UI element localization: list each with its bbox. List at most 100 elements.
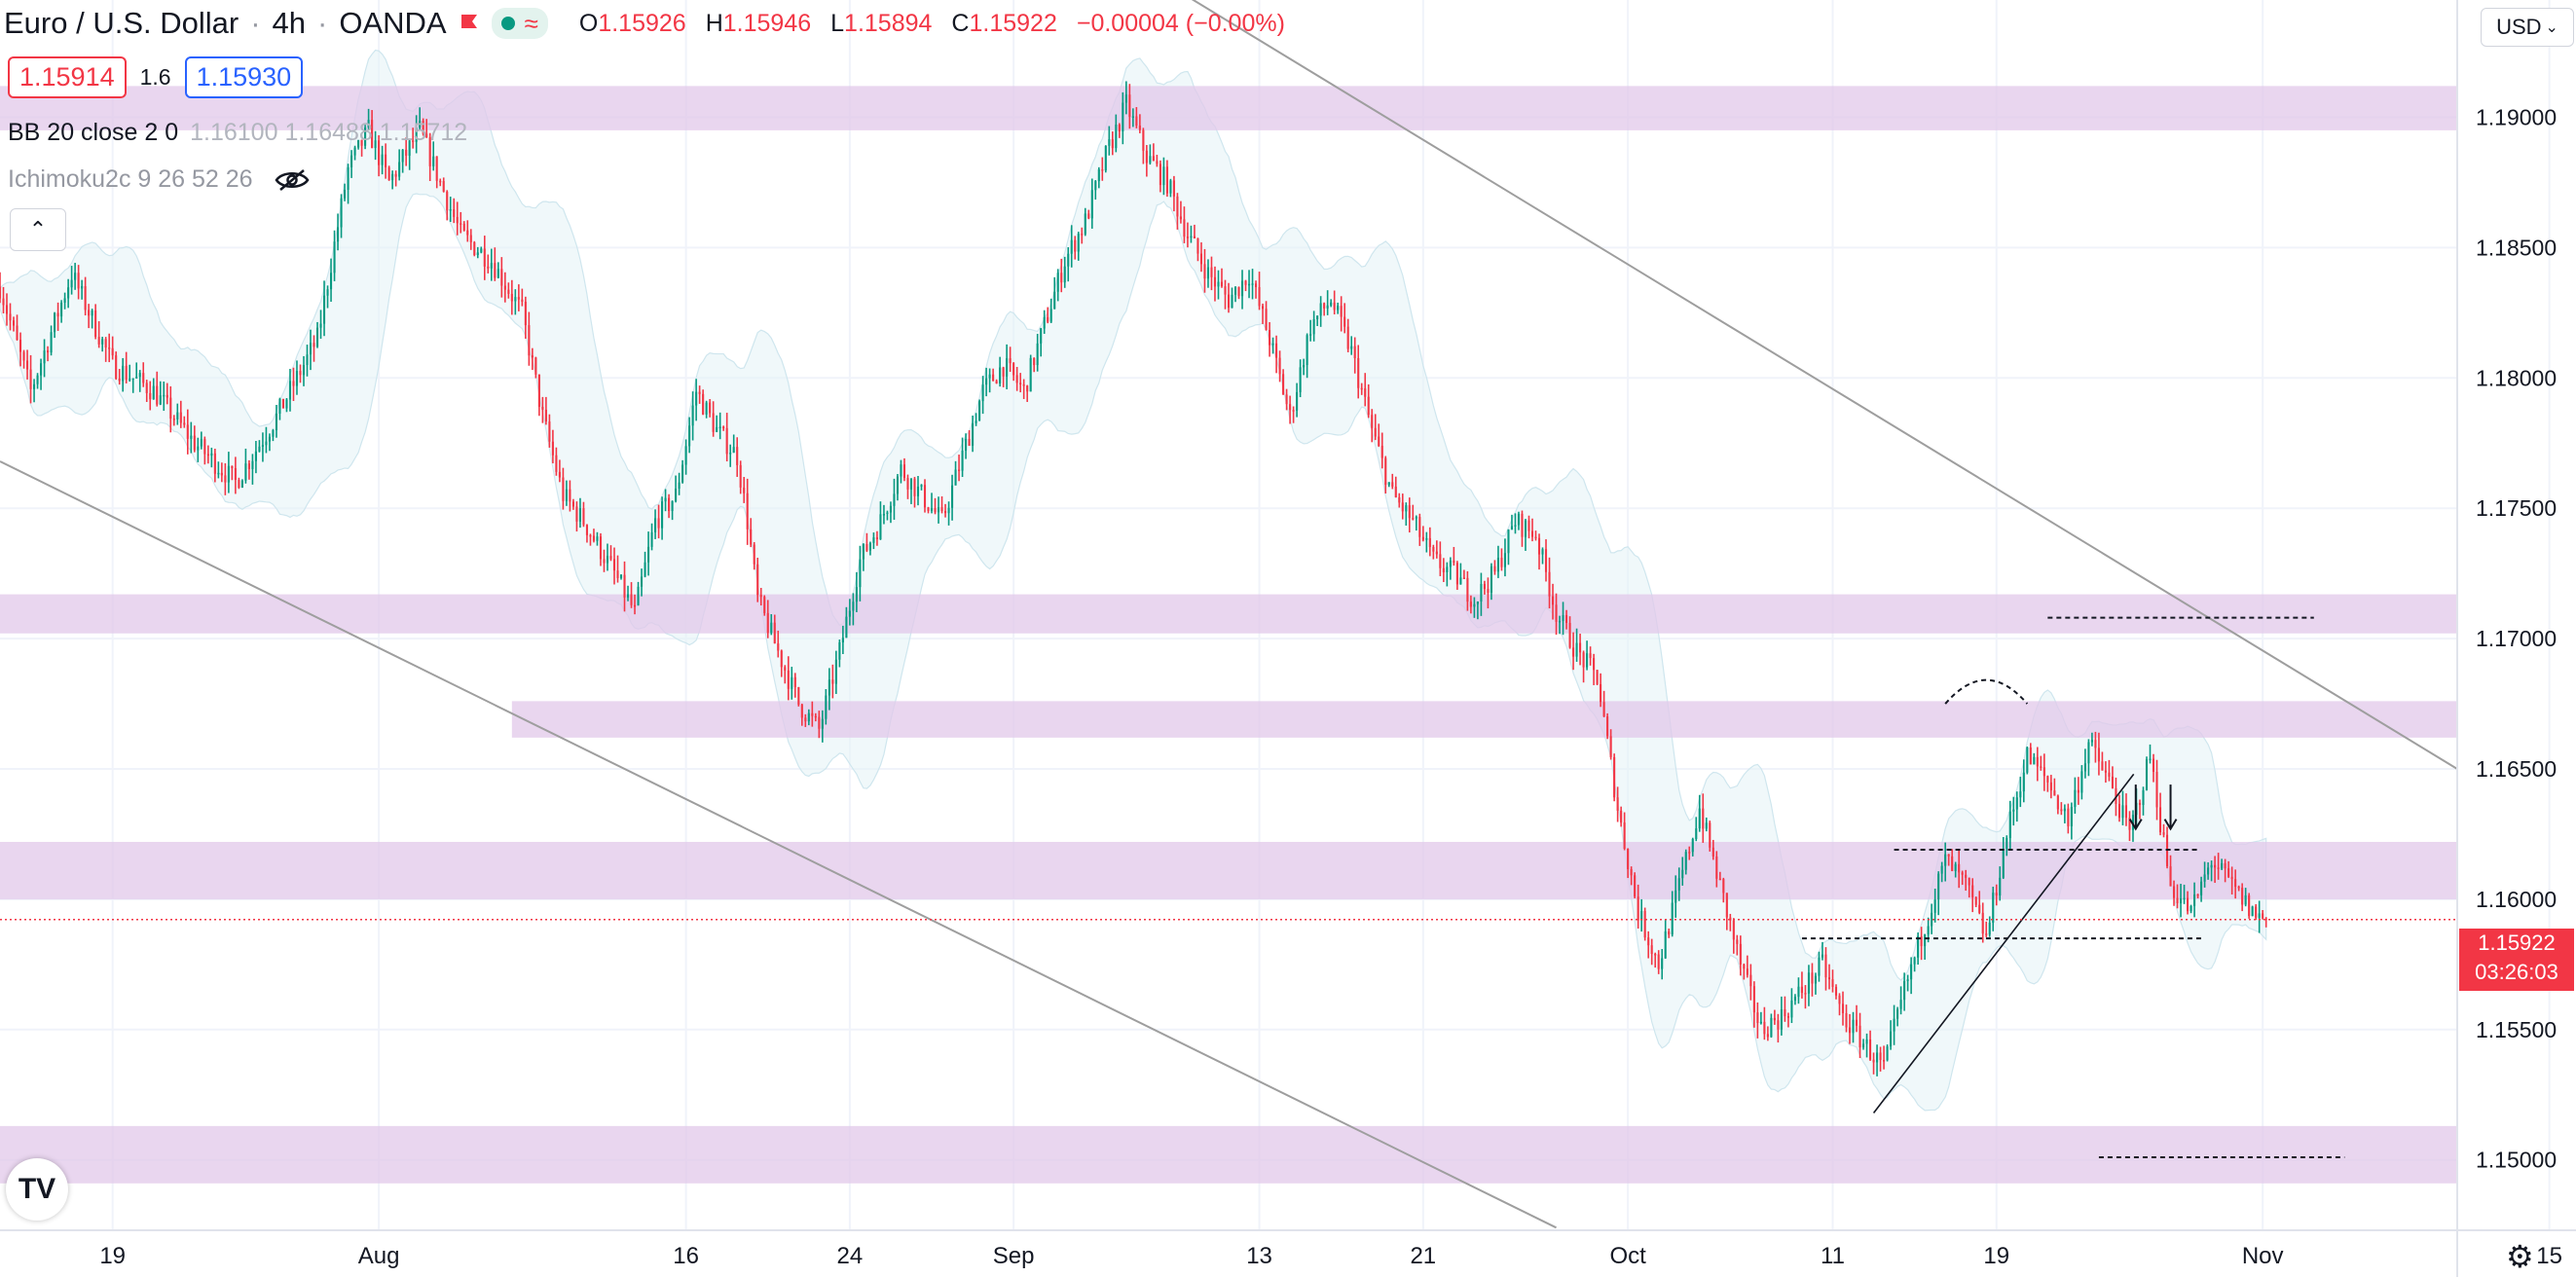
candle-body [129,379,131,381]
candle-body [868,542,871,551]
candle-body [606,556,609,564]
ichimoku-label: Ichimoku2c 9 26 52 26 [8,165,253,193]
time-tick-label: 21 [1410,1243,1436,1269]
candle-body [1446,566,1449,572]
candle-body [2111,776,2114,788]
candle-body [483,248,486,267]
candle-body [1804,993,1807,995]
candle-body [619,574,623,578]
candle-body [1937,873,1940,900]
candle-body [36,375,39,384]
candle-body [1824,954,1827,978]
candle-body [691,405,694,426]
candle-body [1674,890,1677,903]
candle-body [193,435,196,451]
candle-body [1056,273,1059,292]
candle-body [1698,808,1701,829]
candle-body [1391,482,1394,487]
hidden-eye-icon[interactable] [273,167,312,193]
candle-body [981,384,984,402]
candle-body [841,638,844,642]
candle-body [1033,357,1036,366]
flag-icon[interactable] [459,13,480,34]
candle-body [1705,822,1708,829]
candle-body [729,453,732,455]
candle-body [633,604,637,607]
candle-body [125,365,128,381]
candle-body [22,351,25,361]
market-status-pill[interactable]: ≈ [491,8,548,39]
candle-body [1306,335,1308,366]
candle-body [408,140,411,156]
candle-body [681,464,684,483]
collapse-legend-button[interactable]: ⌃ [10,208,66,251]
candle-body [1233,287,1237,295]
candle-body [1661,958,1664,969]
candle-body [575,506,578,522]
sell-button[interactable]: 1.15914 [8,56,127,98]
candle-body [1940,865,1943,874]
candle-body [1036,343,1039,366]
candle-body [1951,856,1954,871]
candle-body [599,536,603,560]
candle-body [1593,658,1596,671]
candle-body [135,377,138,379]
candle-body [281,398,285,409]
candle-body [1122,102,1124,131]
candle-body [1135,116,1138,127]
candle-body [50,332,53,353]
candle-body [589,534,592,537]
candle-body [190,435,193,439]
bb-indicator-legend[interactable]: BB 20 close 2 0 1.16100 1.16488 1.15712 [8,119,467,147]
symbol-header: Euro / U.S. Dollar · 4h · OANDA ≈ O1.159… [4,6,1285,41]
candle-body [507,289,510,294]
candle-body [923,485,927,508]
candle-body [1224,286,1227,295]
candle-body [1790,1000,1793,1018]
candle-body [1285,394,1288,405]
candle-body [2258,913,2261,918]
candle-body [2,298,5,306]
candle-body [1022,383,1025,386]
candle-body [623,574,626,598]
candle-body [1145,150,1148,164]
candle-body [797,686,800,705]
candle-body [108,347,111,349]
candle-body [1240,280,1244,297]
candle-body [1316,315,1319,320]
candle-body [265,441,268,446]
candle-body [12,320,16,326]
candle-body [1337,306,1340,310]
candle-body [1736,939,1739,944]
candle-body [1886,1046,1889,1061]
symbol-name[interactable]: Euro / U.S. Dollar [4,6,239,40]
candle-body [1865,1039,1868,1044]
candle-body [503,285,506,290]
candle-body [800,704,803,718]
tradingview-logo[interactable]: TV [6,1158,68,1221]
candle-body [1432,547,1435,552]
buy-button[interactable]: 1.15930 [184,56,304,98]
candle-body [1521,513,1524,537]
candle-body [906,478,909,490]
gear-icon[interactable]: ⚙ [2506,1239,2534,1274]
ichimoku-indicator-legend[interactable]: Ichimoku2c 9 26 52 26 [8,165,312,194]
candle-body [163,394,166,397]
price-tick-label: 1.19000 [2476,105,2557,130]
candle-body [1380,446,1383,458]
candle-body [2060,809,2063,812]
candle-body [2108,772,2111,777]
candle-body [350,155,353,167]
candle-body [1371,415,1374,428]
candle-body [1883,1060,1886,1062]
candle-body [1544,549,1548,572]
time-tick-label: 16 [673,1243,699,1269]
candle-body [753,544,755,565]
candle-body [1500,558,1503,567]
candle-body [1944,854,1947,866]
interval-label[interactable]: 4h [272,6,307,40]
candle-body [329,273,333,290]
candle-body [1186,237,1189,238]
currency-selector[interactable]: USD ⌄ [2481,8,2574,47]
